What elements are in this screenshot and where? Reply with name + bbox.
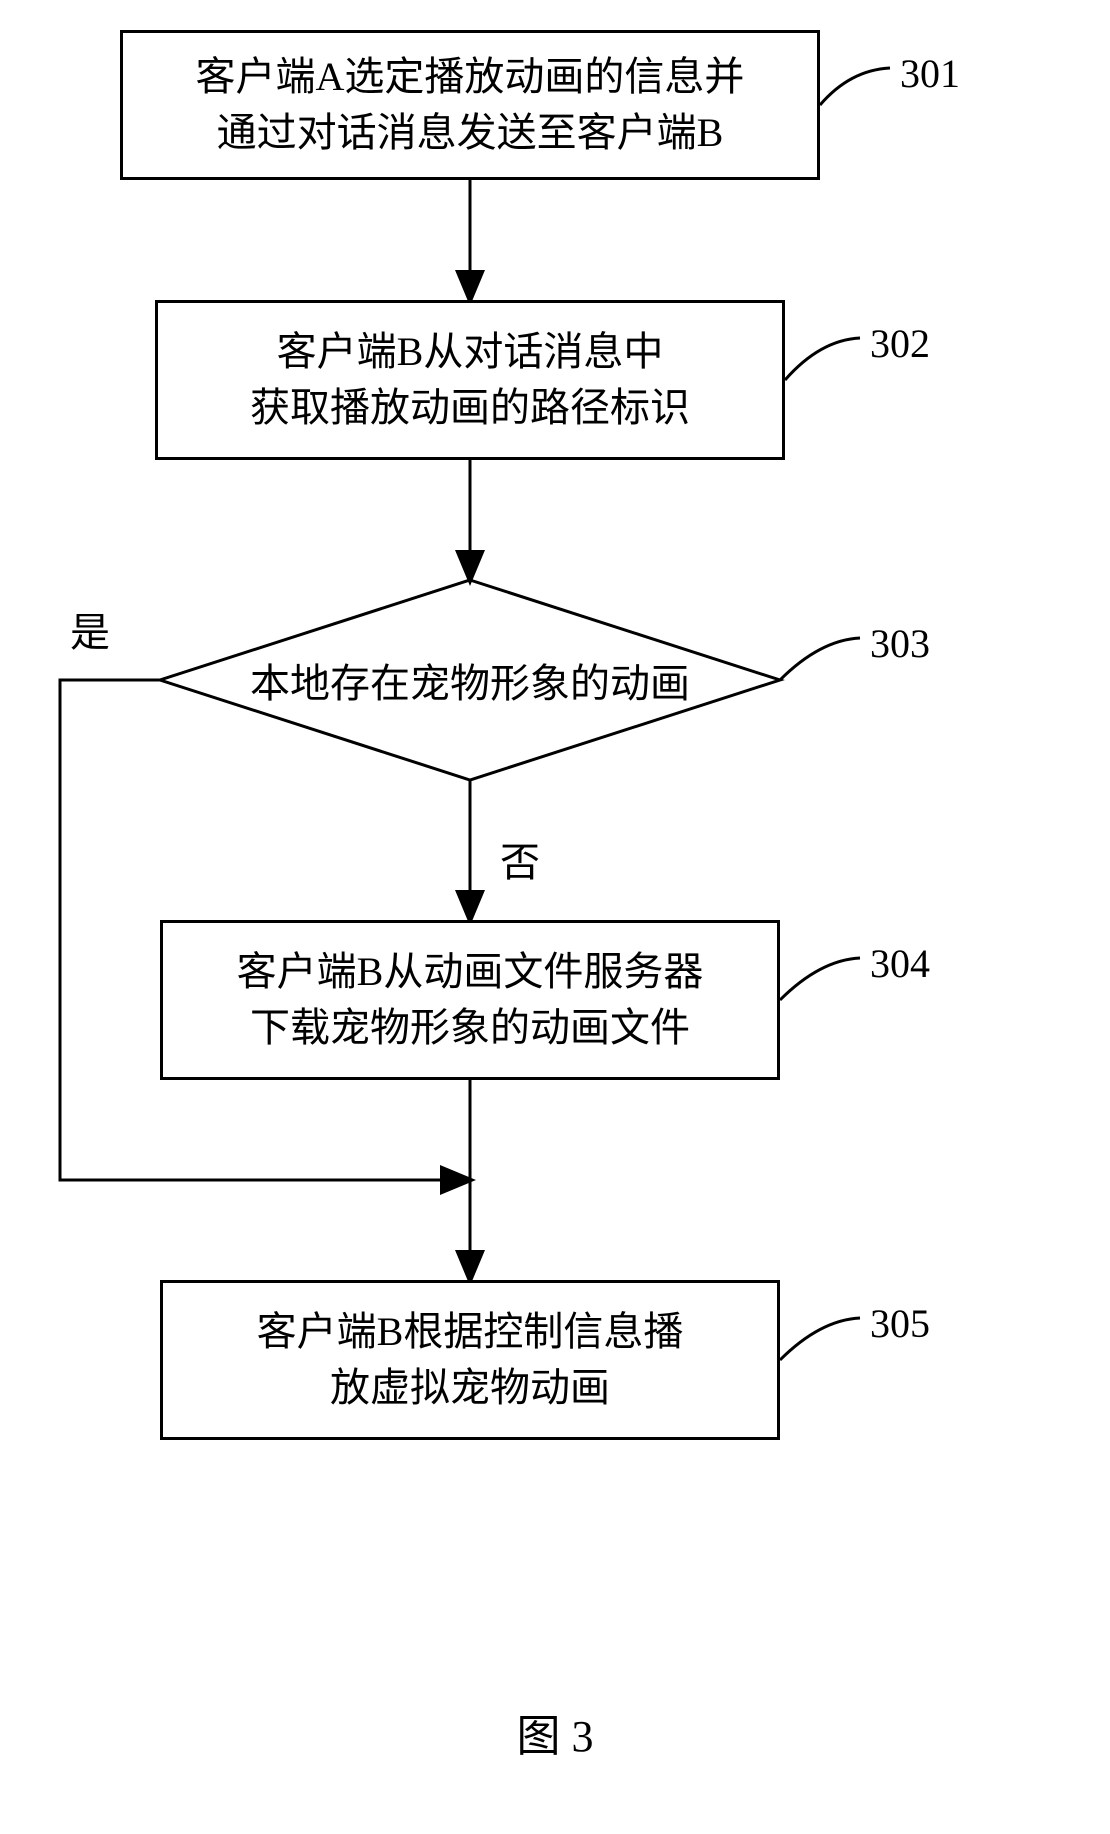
- node-303: 本地存在宠物形象的动画: [160, 580, 780, 780]
- node-302: 客户端B从对话消息中 获取播放动画的路径标识: [155, 300, 785, 460]
- node-301-text: 客户端A选定播放动画的信息并 通过对话消息发送至客户端B: [196, 49, 745, 161]
- flowchart-container: 客户端A选定播放动画的信息并 通过对话消息发送至客户端B 客户端B从对话消息中 …: [0, 0, 1110, 1834]
- label-302-text: 302: [870, 321, 930, 366]
- edge-label-yes: 是: [70, 600, 110, 658]
- label-301-text: 301: [900, 51, 960, 96]
- node-302-text: 客户端B从对话消息中 获取播放动画的路径标识: [250, 324, 690, 436]
- label-304: 304: [870, 940, 930, 987]
- node-304: 客户端B从动画文件服务器 下载宠物形象的动画文件: [160, 920, 780, 1080]
- node-305-text: 客户端B根据控制信息播 放虚拟宠物动画: [257, 1304, 684, 1416]
- label-302: 302: [870, 320, 930, 367]
- label-303-text: 303: [870, 621, 930, 666]
- node-305: 客户端B根据控制信息播 放虚拟宠物动画: [160, 1280, 780, 1440]
- node-304-text: 客户端B从动画文件服务器 下载宠物形象的动画文件: [237, 944, 704, 1056]
- label-303: 303: [870, 620, 930, 667]
- figure-caption: 图 3: [0, 1700, 1110, 1764]
- label-304-text: 304: [870, 941, 930, 986]
- label-305-text: 305: [870, 1301, 930, 1346]
- edge-label-yes-text: 是: [70, 610, 110, 655]
- node-303-text: 本地存在宠物形象的动画: [250, 661, 690, 706]
- figure-caption-text: 图 3: [517, 1712, 594, 1761]
- label-305: 305: [870, 1300, 930, 1347]
- flowchart-svg: [0, 0, 1110, 1834]
- edge-label-no: 否: [500, 830, 540, 888]
- edge-label-no-text: 否: [500, 840, 540, 885]
- label-301: 301: [900, 50, 960, 97]
- node-301: 客户端A选定播放动画的信息并 通过对话消息发送至客户端B: [120, 30, 820, 180]
